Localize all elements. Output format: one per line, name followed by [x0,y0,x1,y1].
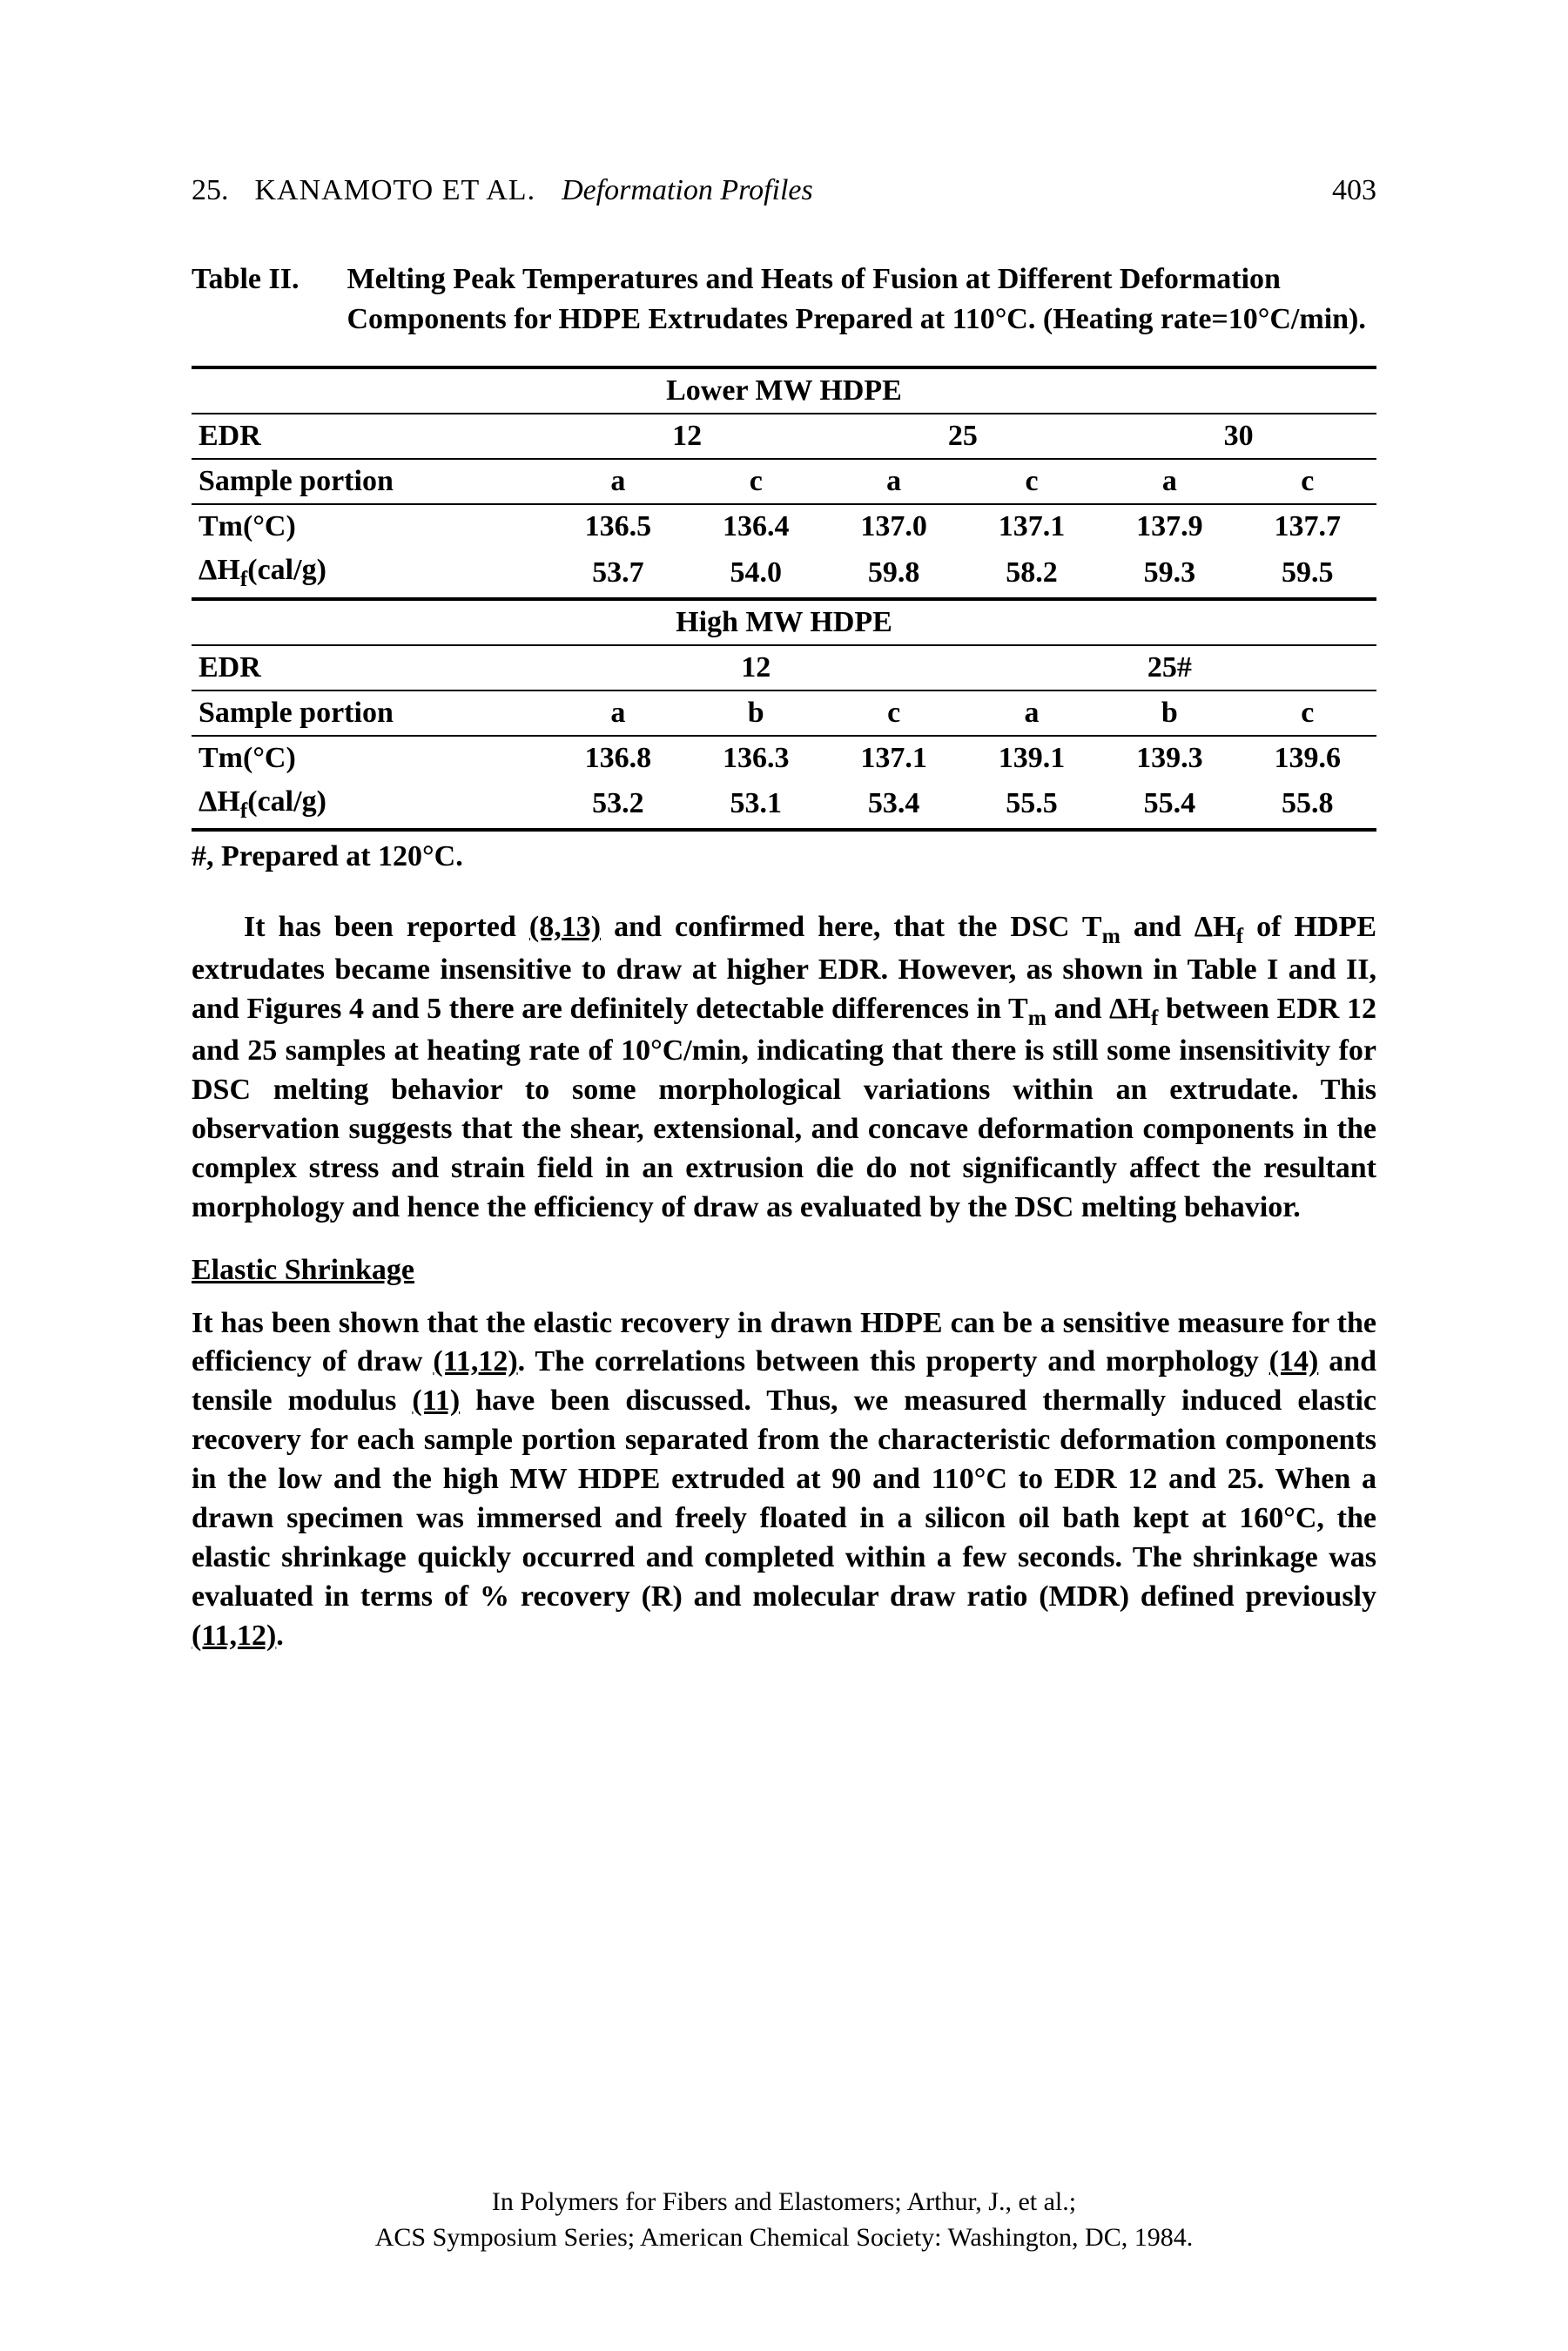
p2-ref4: (11,12) [192,1620,276,1652]
lower-tm-5: 137.7 [1239,504,1376,549]
sample-portion-label: Sample portion [192,459,549,504]
running-head-left: 25. KANAMOTO ET AL. Deformation Profiles [192,174,813,207]
authors: KANAMOTO ET AL. [255,174,536,207]
p2-d: have been discussed. Thus, we measured t… [192,1384,1376,1612]
paragraph-1: It has been reported (8,13) and confirme… [192,908,1376,1227]
p1-sub-m: m [1102,923,1120,948]
table-footnote: #, Prepared at 120°C. [192,840,1376,873]
high-tm-2: 137.1 [824,736,962,780]
imprint-line-1: In Polymers for Fibers and Elastomers; A… [0,2185,1568,2220]
lower-portion-0: a [549,459,687,504]
lower-tm-4: 137.9 [1100,504,1238,549]
high-portion-4: b [1100,690,1238,736]
table-ii: Lower MW HDPE EDR 12 25 30 Sample portio… [192,366,1376,832]
lower-portion-5: c [1239,459,1376,504]
p2-ref3: (11) [412,1384,460,1417]
high-edr-1: 25# [963,645,1376,690]
high-portion-0: a [549,690,687,736]
edr-label: EDR [192,414,549,459]
high-dh-1: 53.1 [687,780,824,831]
p1-f: between EDR 12 and 25 samples at heating… [192,993,1376,1223]
running-title: Deformation Profiles [562,174,813,207]
p1-e: and ΔH [1046,993,1151,1025]
lower-edr-1: 25 [824,414,1100,459]
imprint-line-2: ACS Symposium Series; American Chemical … [0,2220,1568,2256]
page-number: 403 [1332,174,1376,207]
high-portion-5: c [1239,690,1376,736]
dh-label: ΔHf(cal/g) [192,549,549,599]
high-dh-3: 55.5 [963,780,1100,831]
p1-sub-f1: f [1236,923,1244,948]
tm-label-2: Tm(°C) [192,736,549,780]
lower-dh-0: 53.7 [549,549,687,599]
lower-tm-2: 137.0 [824,504,962,549]
lower-tm-0: 136.5 [549,504,687,549]
high-portion-3: a [963,690,1100,736]
high-tm-4: 139.3 [1100,736,1238,780]
running-head: 25. KANAMOTO ET AL. Deformation Profiles… [192,174,1376,207]
p1-sub-m2: m [1028,1005,1046,1030]
high-dh-0: 53.2 [549,780,687,831]
p1-a: It has been reported [244,911,529,943]
lower-dh-4: 59.3 [1100,549,1238,599]
high-dh-5: 55.8 [1239,780,1376,831]
paragraph-2: It has been shown that the elastic recov… [192,1304,1376,1656]
section-heading-elastic-shrinkage: Elastic Shrinkage [192,1254,1376,1287]
p1-c: and ΔH [1120,911,1236,943]
lower-edr-2: 30 [1100,414,1376,459]
table-caption: Table II. Melting Peak Temperatures and … [192,259,1376,340]
high-dh-2: 53.4 [824,780,962,831]
high-tm-1: 136.3 [687,736,824,780]
p2-ref2: (14) [1269,1345,1319,1378]
high-dh-4: 55.4 [1100,780,1238,831]
high-portion-1: b [687,690,824,736]
imprint: In Polymers for Fibers and Elastomers; A… [0,2185,1568,2255]
dh-label-2: ΔHf(cal/g) [192,780,549,831]
chapter-number: 25. [192,174,229,207]
lower-tm-3: 137.1 [963,504,1100,549]
lower-portion-3: c [963,459,1100,504]
high-edr-0: 12 [549,645,963,690]
lower-dh-3: 58.2 [963,549,1100,599]
high-tm-0: 136.8 [549,736,687,780]
high-tm-5: 139.6 [1239,736,1376,780]
lower-section-title: Lower MW HDPE [192,367,1376,414]
high-portion-2: c [824,690,962,736]
edr-label-2: EDR [192,645,549,690]
high-section-title: High MW HDPE [192,599,1376,645]
lower-tm-1: 136.4 [687,504,824,549]
lower-dh-2: 59.8 [824,549,962,599]
p2-e: . [276,1620,284,1652]
lower-dh-1: 54.0 [687,549,824,599]
page: 25. KANAMOTO ET AL. Deformation Profiles… [0,0,1568,2351]
high-tm-3: 139.1 [963,736,1100,780]
p1-ref1: (8,13) [529,911,601,943]
lower-edr-0: 12 [549,414,825,459]
lower-portion-2: a [824,459,962,504]
lower-dh-5: 59.5 [1239,549,1376,599]
table-label: Table II. [192,259,340,300]
tm-label: Tm(°C) [192,504,549,549]
p2-b: . The correlations between this property… [518,1345,1269,1378]
p1-b: and confirmed here, that the DSC T [601,911,1102,943]
table-title: Melting Peak Temperatures and Heats of F… [347,259,1376,340]
lower-portion-1: c [687,459,824,504]
p2-ref1: (11,12) [433,1345,517,1378]
lower-portion-4: a [1100,459,1238,504]
sample-portion-label-2: Sample portion [192,690,549,736]
